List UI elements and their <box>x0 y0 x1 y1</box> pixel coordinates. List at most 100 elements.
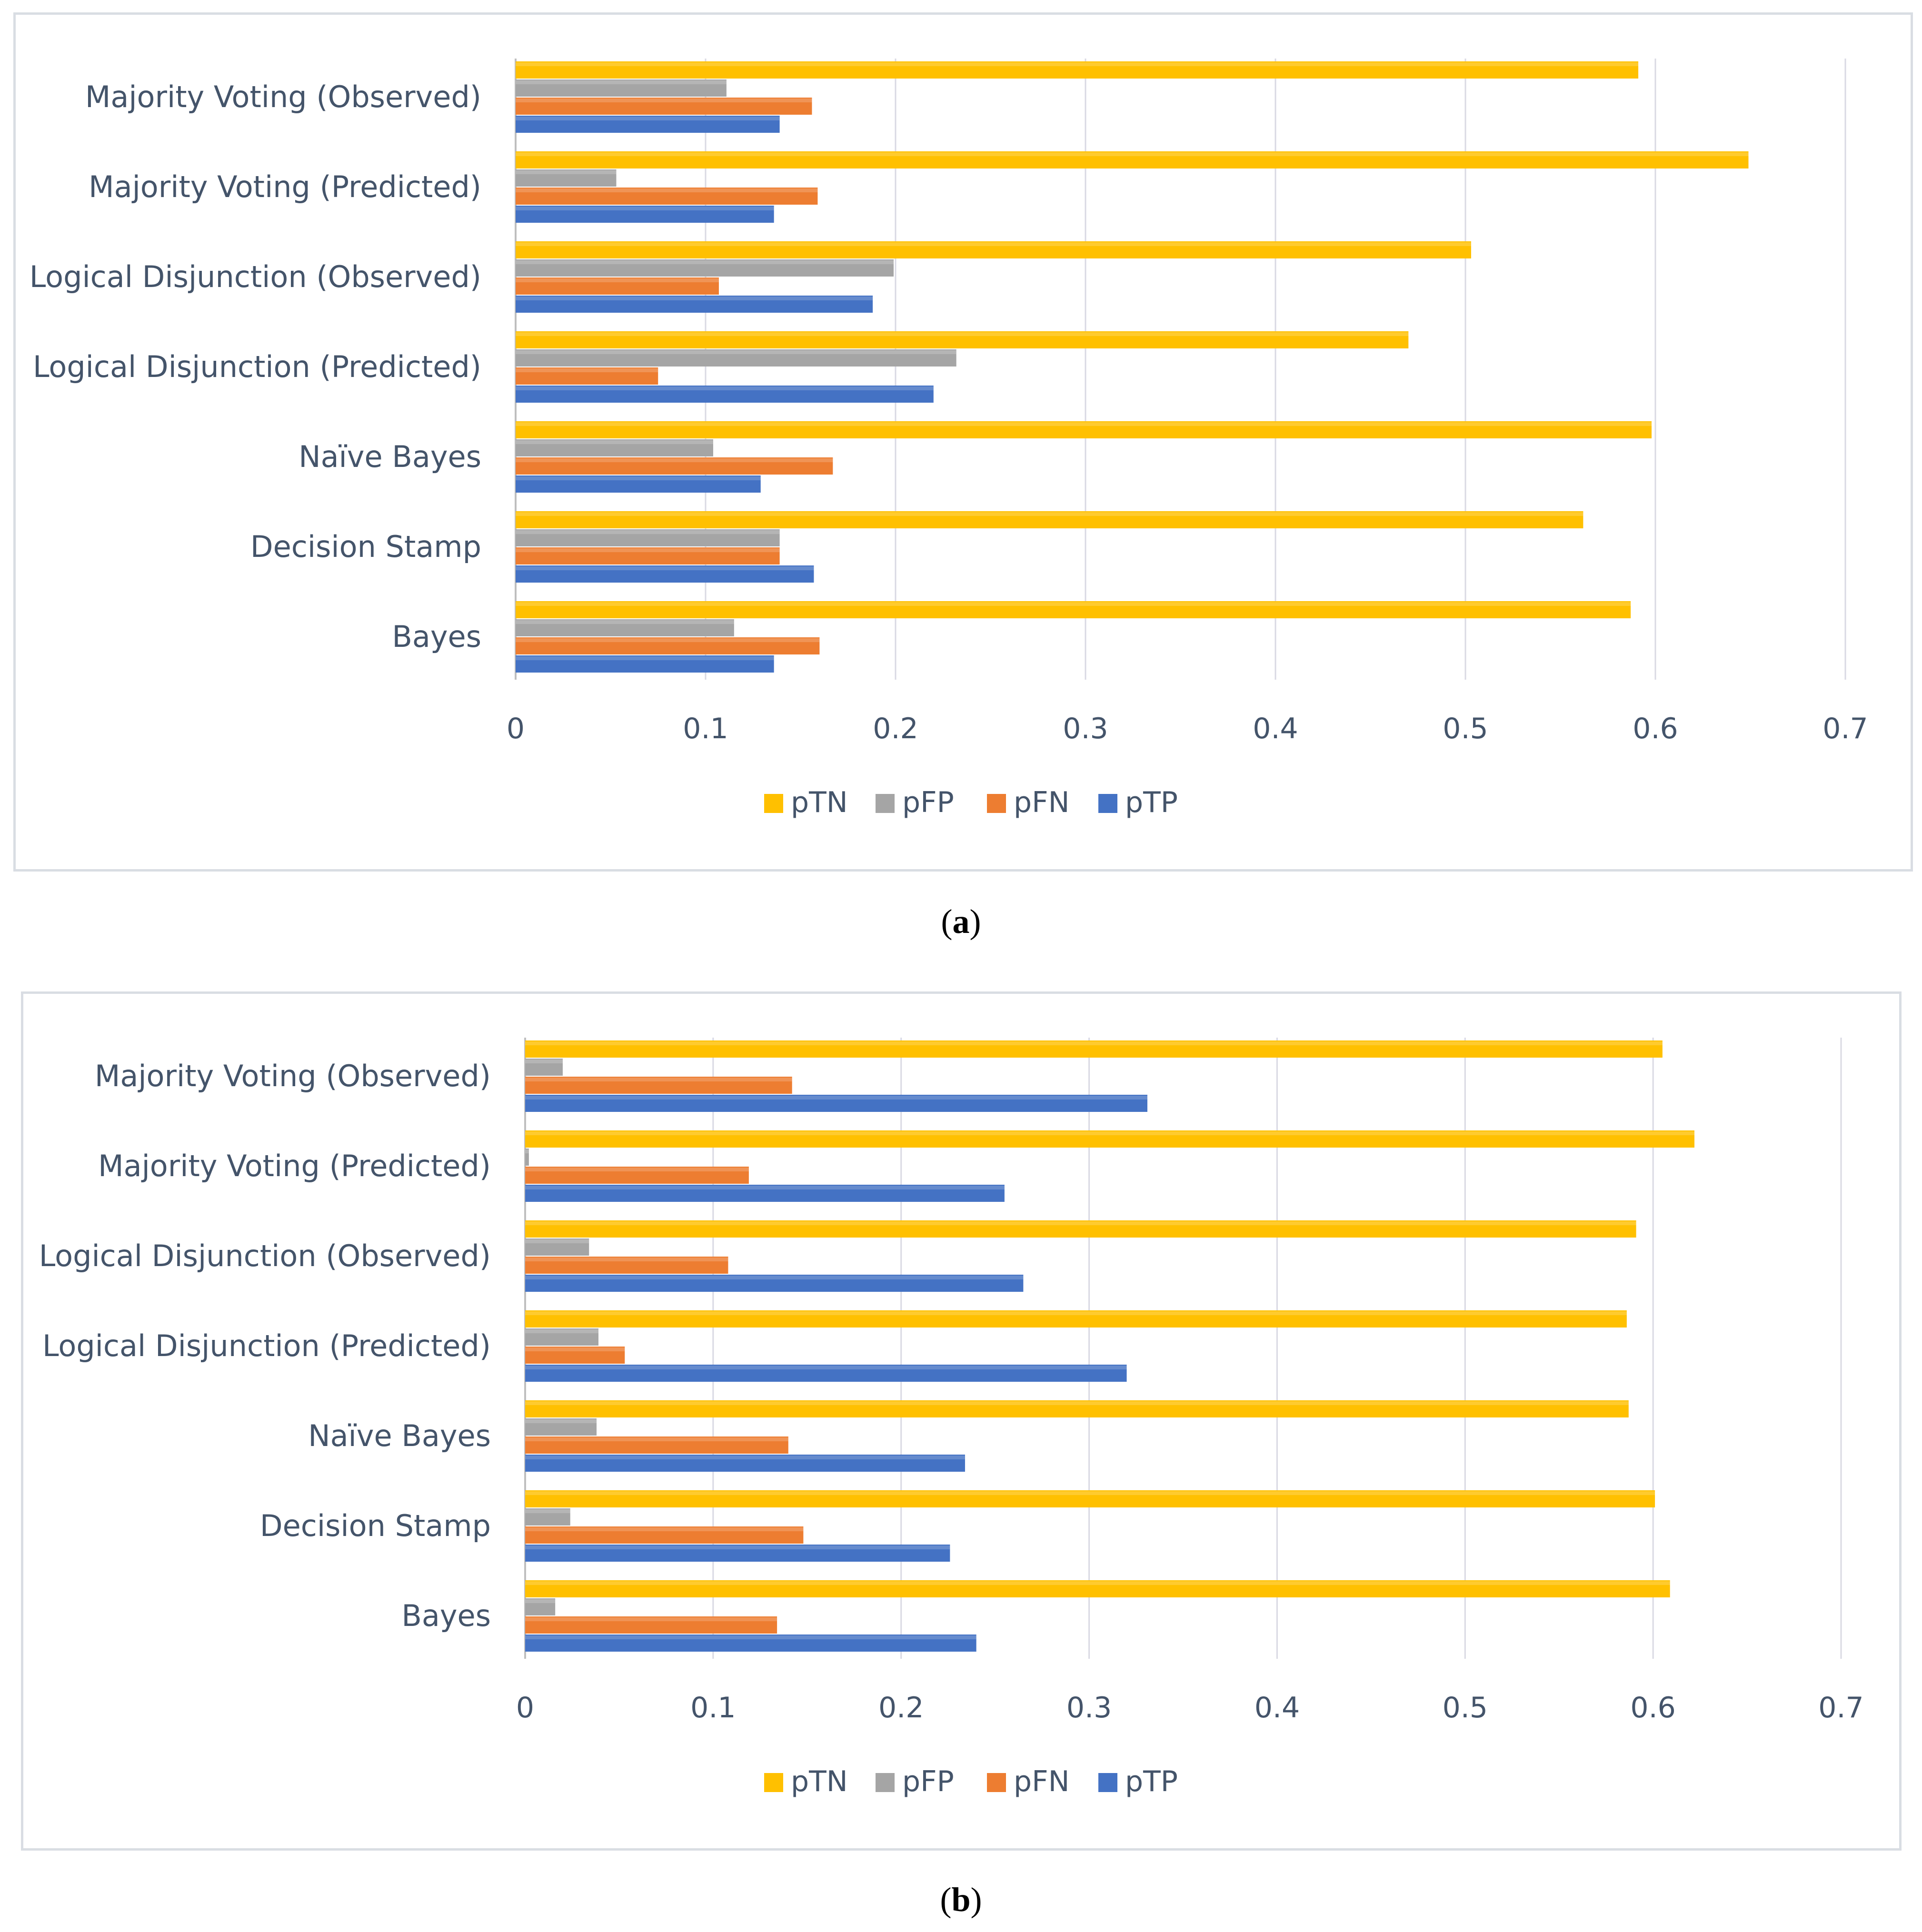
category-label-b-3: Logical Disjunction (Predicted) <box>42 1328 491 1363</box>
bar-a-pTP-5 <box>516 565 814 583</box>
bar-shine-b-pFP-5 <box>525 1509 570 1513</box>
x-tick-label-a-1: 0.1 <box>683 712 728 745</box>
bar-shine-b-pFP-2 <box>525 1239 589 1243</box>
bar-shine-a-pTP-2 <box>516 297 873 300</box>
chart-b-svg: 0 0.1 0.2 0.3 0.4 0.5 0.6 0.7 Majority Voting (O… <box>39 1038 1864 1798</box>
bar-a-pFP-3 <box>516 349 956 367</box>
bar-a-pTP-6 <box>516 655 774 673</box>
bar-shine-a-pFP-4 <box>516 440 713 444</box>
bar-shine-a-pFP-5 <box>516 530 780 534</box>
caption-b-close: ) <box>970 1881 982 1919</box>
bar-shine-b-pTN-3 <box>525 1311 1627 1315</box>
legend-label-a-pFP: pFP <box>902 786 954 819</box>
category-label-b-6: Bayes <box>401 1598 491 1633</box>
legend-swatch-b-pTP <box>1098 1773 1117 1792</box>
bar-shine-a-pFP-2 <box>516 260 894 264</box>
bar-a-pTP-1 <box>516 206 774 223</box>
bar-b-pFP-6 <box>525 1598 556 1615</box>
bar-shine-b-pTN-5 <box>525 1491 1655 1495</box>
bar-b-pTN-6 <box>525 1580 1670 1597</box>
x-tick-label-b-6: 0.6 <box>1630 1691 1675 1724</box>
bar-a-pFN-2 <box>516 277 719 295</box>
bar-shine-b-pFN-5 <box>525 1527 804 1531</box>
bar-shine-a-pTP-4 <box>516 476 761 480</box>
bar-b-pTP-5 <box>525 1545 950 1562</box>
x-tick-label-a-5: 0.5 <box>1443 712 1488 745</box>
bar-b-pTP-3 <box>525 1365 1127 1382</box>
bar-shine-a-pTP-5 <box>516 566 814 570</box>
category-label-b-5: Decision Stamp <box>260 1508 491 1543</box>
bar-shine-a-pTN-5 <box>516 512 1583 516</box>
bar-shine-a-pFN-5 <box>516 548 780 552</box>
chart-panel-b: 0 0.1 0.2 0.3 0.4 0.5 0.6 0.7 Majority Voting (O… <box>21 991 1902 1851</box>
bar-shine-a-pFP-1 <box>516 170 617 174</box>
chart-a-svg: 0 0.1 0.2 0.3 0.4 0.5 0.6 0.7 Majority Voting (O… <box>30 59 1868 819</box>
bar-shine-a-pFN-1 <box>516 188 818 192</box>
bar-a-pTP-2 <box>516 296 873 313</box>
bar-shine-b-pFP-4 <box>525 1419 597 1423</box>
bar-b-pFN-4 <box>525 1437 788 1454</box>
category-label-b-2: Logical Disjunction (Observed) <box>39 1238 491 1273</box>
bar-shine-b-pTP-2 <box>525 1276 1024 1279</box>
bar-shine-a-pFP-0 <box>516 80 727 84</box>
bar-b-pTP-1 <box>525 1185 1005 1202</box>
bar-shine-b-pFP-0 <box>525 1060 563 1063</box>
bar-b-pTN-4 <box>525 1400 1629 1417</box>
bar-b-pFP-2 <box>525 1238 589 1256</box>
bar-shine-a-pFN-3 <box>516 368 658 372</box>
x-tick-label-a-3: 0.3 <box>1063 712 1108 745</box>
category-label-b-1: Majority Voting (Predicted) <box>98 1149 491 1183</box>
bar-shine-b-pFN-1 <box>525 1168 749 1171</box>
bar-b-pTP-0 <box>525 1095 1147 1112</box>
bar-b-pFP-1 <box>525 1149 529 1166</box>
category-label-a-5: Decision Stamp <box>250 529 481 564</box>
bar-b-pFN-2 <box>525 1257 728 1274</box>
bar-shine-a-pTP-6 <box>516 656 774 660</box>
bar-shine-a-pTN-0 <box>516 62 1639 66</box>
bar-a-pFN-5 <box>516 547 780 565</box>
bar-shine-b-pFN-2 <box>525 1258 728 1261</box>
category-label-b-4: Naïve Bayes <box>308 1418 491 1453</box>
legend-label-a-pFN: pFN <box>1014 786 1069 819</box>
caption-a: (a) <box>0 902 1922 941</box>
legend-swatch-b-pFN <box>987 1773 1006 1792</box>
caption-b-letter: b <box>951 1881 971 1919</box>
x-tick-label-b-2: 0.2 <box>878 1691 924 1724</box>
legend-label-b-pFP: pFP <box>902 1765 954 1798</box>
bar-shine-a-pFN-4 <box>516 458 833 462</box>
bar-a-pFN-0 <box>516 98 812 115</box>
legend-swatch-a-pTN <box>764 794 783 813</box>
bar-b-pTP-4 <box>525 1455 965 1472</box>
bar-a-pTN-6 <box>516 601 1631 618</box>
legend-label-b-pTP: pTP <box>1125 1765 1178 1798</box>
bar-a-pFP-5 <box>516 529 780 546</box>
bar-b-pFN-1 <box>525 1167 749 1184</box>
bar-a-pFP-2 <box>516 259 894 277</box>
legend-swatch-a-pTP <box>1098 794 1117 813</box>
bar-b-pFP-0 <box>525 1059 563 1076</box>
bar-b-pTP-2 <box>525 1275 1024 1292</box>
bar-a-pFN-3 <box>516 367 658 385</box>
category-label-a-4: Naïve Bayes <box>299 439 481 474</box>
bar-shine-b-pTP-1 <box>525 1186 1005 1189</box>
bar-shine-a-pFN-0 <box>516 99 812 102</box>
bar-shine-b-pTP-5 <box>525 1546 950 1549</box>
bar-shine-a-pFP-3 <box>516 350 956 354</box>
bar-a-pTN-0 <box>516 61 1639 79</box>
x-tick-label-b-7: 0.7 <box>1818 1691 1863 1724</box>
x-tick-label-b-1: 0.1 <box>690 1691 736 1724</box>
legend-label-a-pTP: pTP <box>1125 786 1178 819</box>
bar-shine-a-pFP-6 <box>516 620 734 624</box>
bar-a-pTP-3 <box>516 386 934 403</box>
bar-a-pFP-6 <box>516 619 734 636</box>
caption-a-close: ) <box>969 902 981 941</box>
caption-b: (b) <box>0 1880 1922 1920</box>
category-label-a-1: Majority Voting (Predicted) <box>89 169 481 204</box>
x-tick-label-b-3: 0.3 <box>1066 1691 1112 1724</box>
bar-shine-a-pTN-1 <box>516 152 1749 156</box>
chart-panel-a: 0 0.1 0.2 0.3 0.4 0.5 0.6 0.7 Majority Voting (O… <box>13 12 1913 872</box>
bar-a-pTN-2 <box>516 241 1471 258</box>
bar-b-pFN-0 <box>525 1077 792 1094</box>
category-label-a-2: Logical Disjunction (Observed) <box>30 259 481 294</box>
bar-shine-b-pFP-3 <box>525 1329 598 1333</box>
